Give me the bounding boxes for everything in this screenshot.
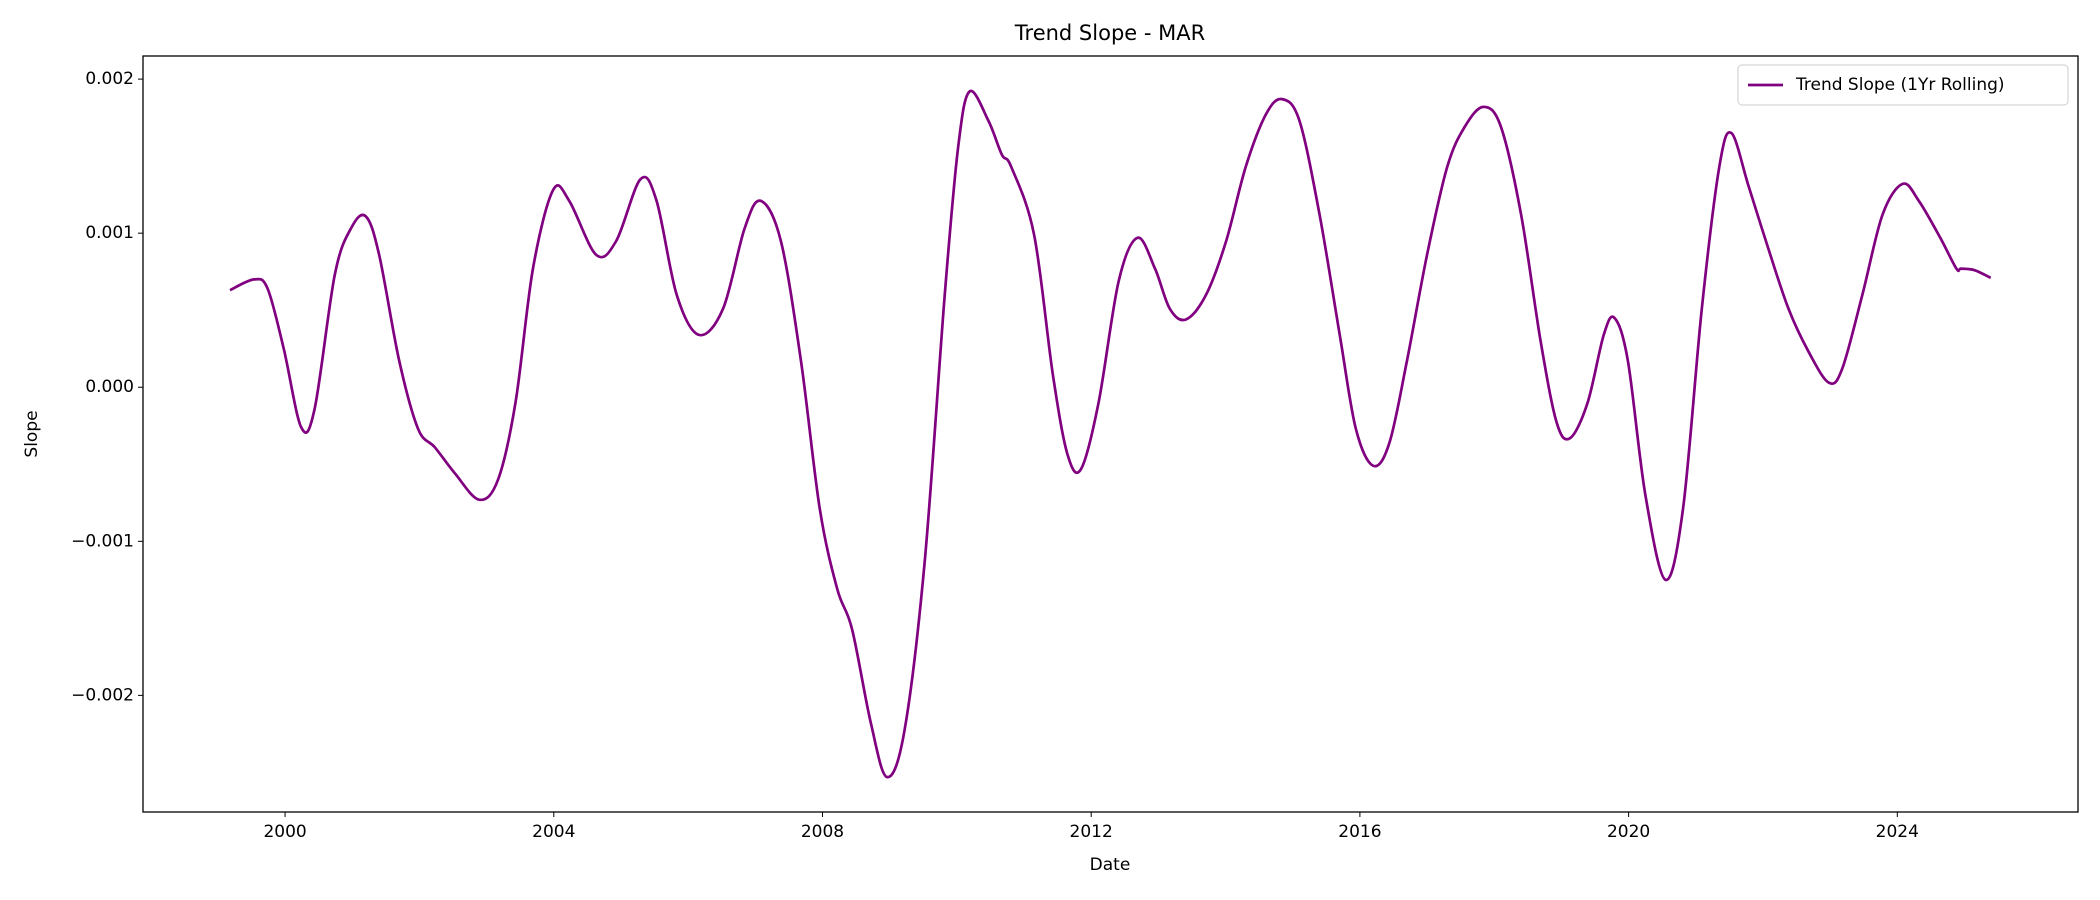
y-tick-label: −0.001	[71, 531, 134, 551]
x-tick-label: 2004	[532, 822, 575, 842]
legend-label: Trend Slope (1Yr Rolling)	[1795, 75, 2005, 95]
x-tick-label: 2000	[263, 822, 306, 842]
legend-box	[1737, 64, 2069, 106]
y-tick-label: 0.002	[85, 69, 134, 89]
x-tick-label: 2024	[1876, 822, 1919, 842]
y-tick-label: 0.000	[85, 377, 134, 397]
y-tick-label: −0.002	[71, 685, 134, 705]
data-line	[229, 89, 1992, 779]
x-axis-label: Date	[1090, 855, 1131, 875]
chart-title: Trend Slope - MAR	[1014, 21, 1205, 45]
plot-frame	[142, 55, 2079, 813]
x-tick-label: 2020	[1607, 822, 1650, 842]
y-tick-label: 0.001	[85, 223, 134, 243]
x-tick-label: 2008	[801, 822, 844, 842]
x-tick-label: 2012	[1070, 822, 1113, 842]
y-axis-label: Slope	[22, 410, 42, 457]
x-tick-label: 2016	[1338, 822, 1381, 842]
